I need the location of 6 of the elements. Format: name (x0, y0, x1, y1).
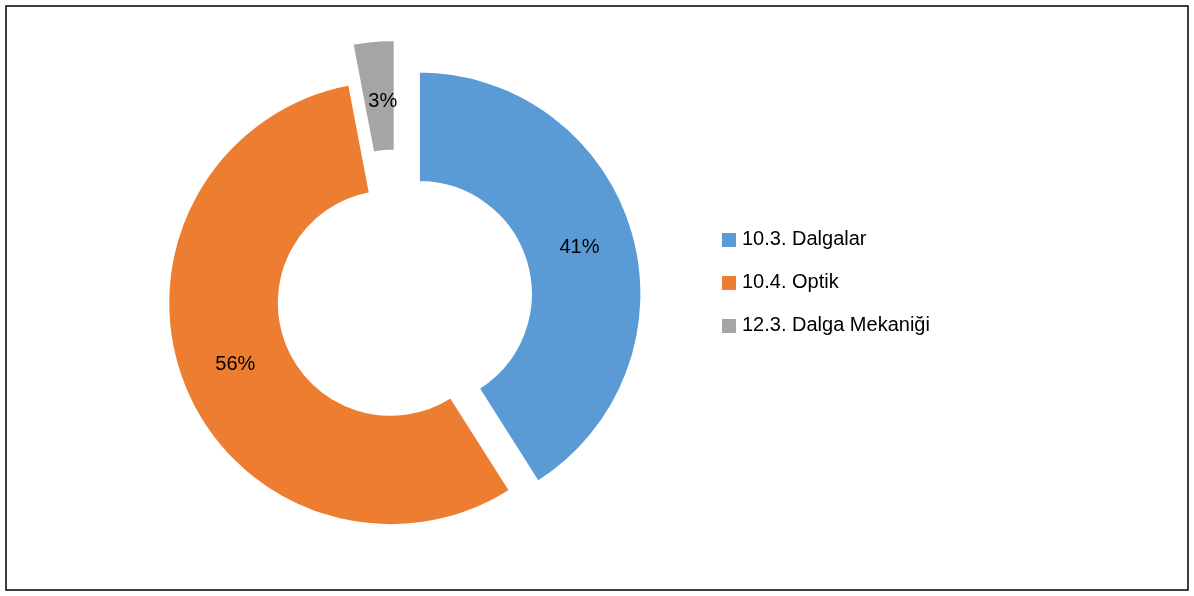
legend-label: 12.3. Dalga Mekaniği (742, 313, 930, 336)
data-label: 56% (215, 351, 256, 374)
data-label: 41% (559, 234, 600, 257)
legend-label: 10.4. Optik (742, 270, 840, 293)
data-label: 3% (368, 89, 398, 112)
legend-label: 10.3. Dalgalar (742, 227, 867, 250)
